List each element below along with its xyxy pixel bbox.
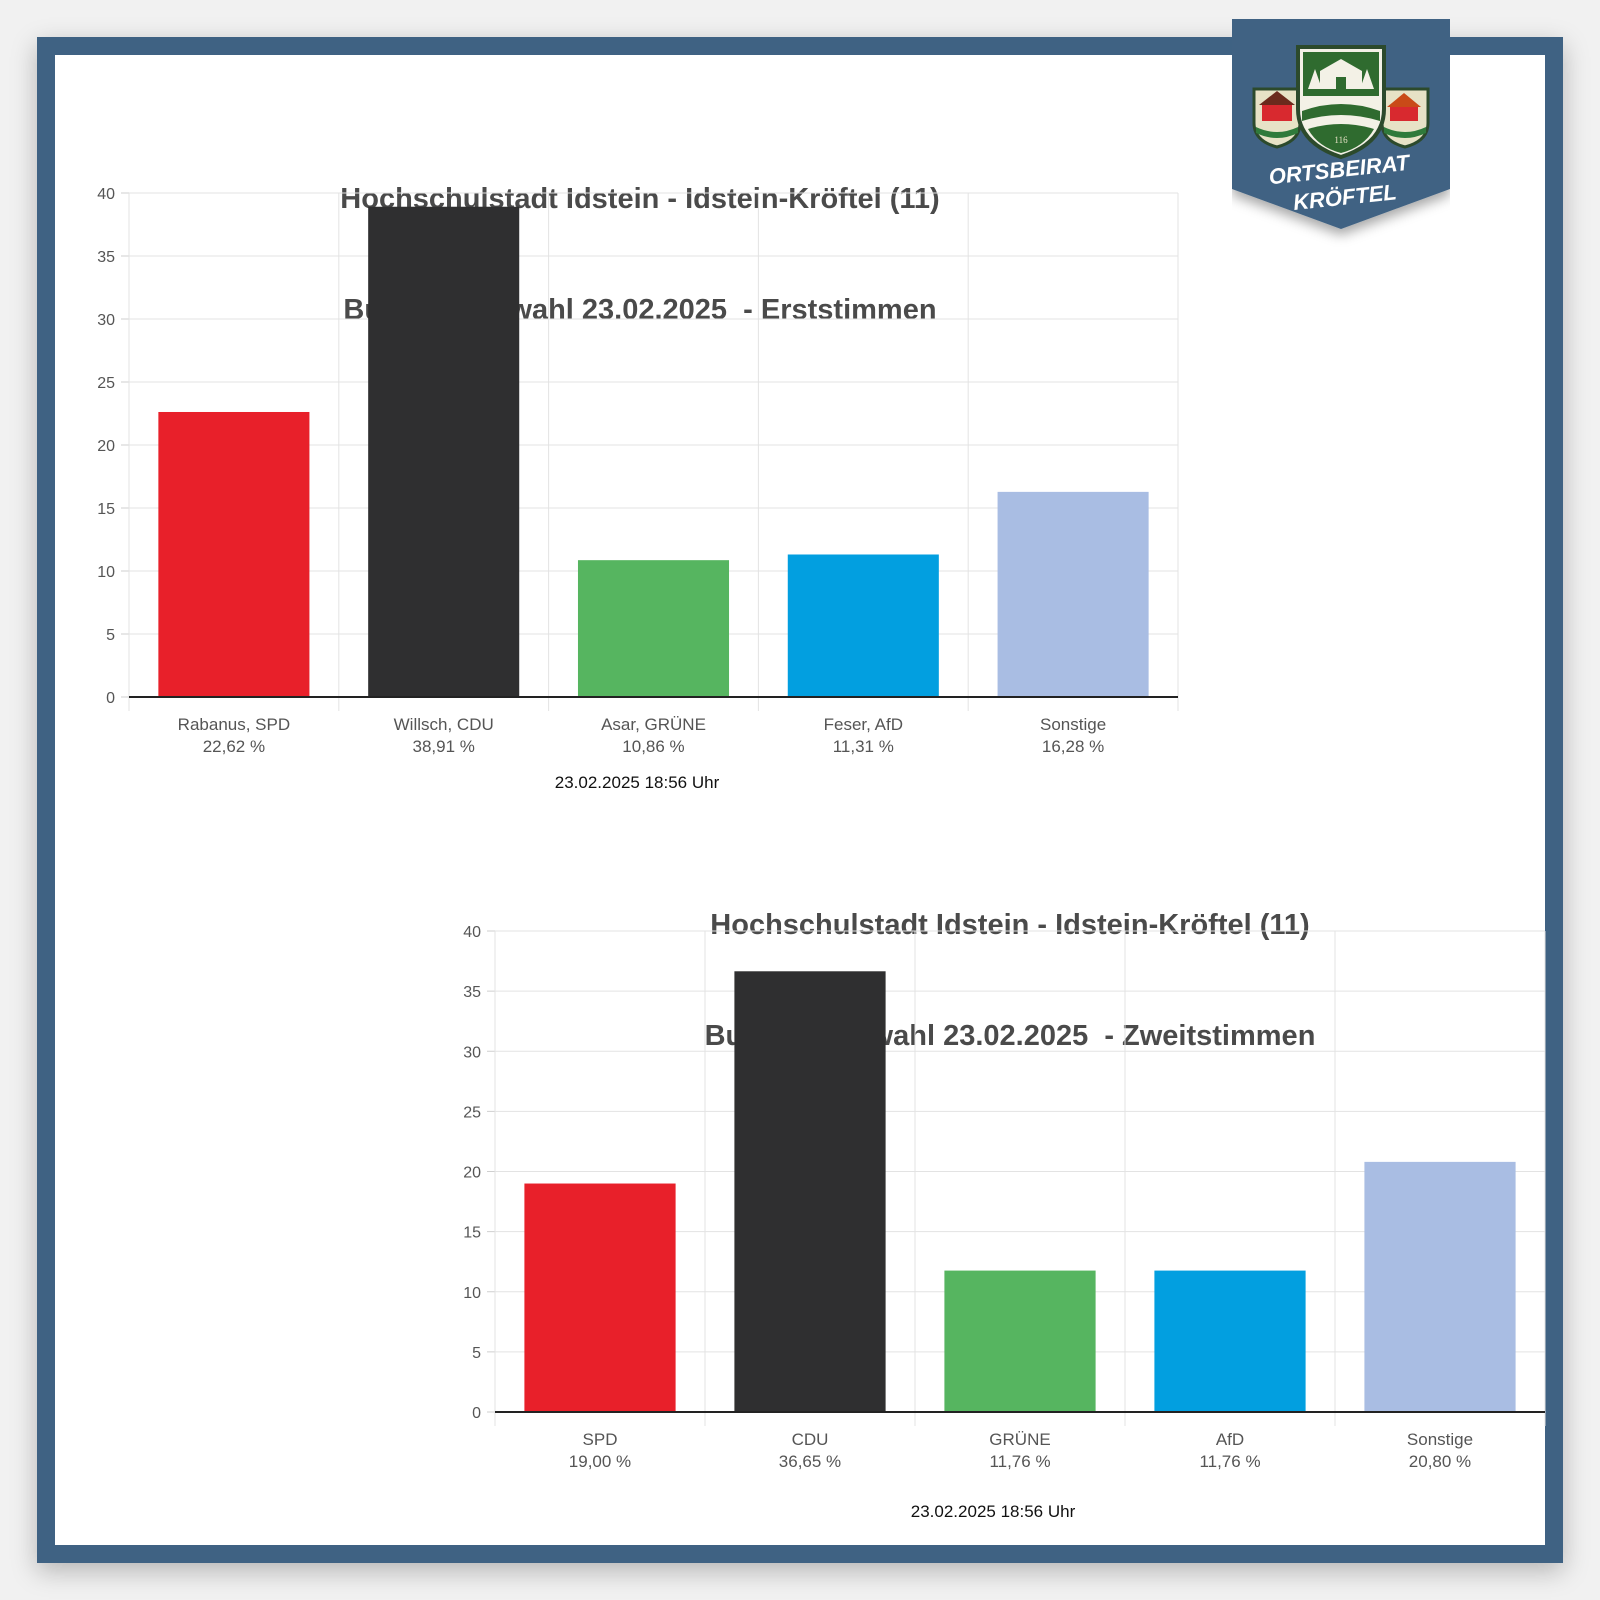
erststimmen-chart: Hochschulstadt Idstein - Idstein-Kröftel…	[75, 85, 1225, 805]
y-tick-label: 40	[463, 924, 481, 941]
chart-title: Hochschulstadt Idstein - Idstein-Kröftel…	[340, 183, 940, 215]
main-crest-icon: 116	[1296, 45, 1386, 160]
y-tick-label: 15	[463, 1225, 481, 1242]
zweitstimmen-chart: Hochschulstadt Idstein - Idstein-Kröftel…	[455, 825, 1565, 1565]
bar-5	[1364, 1161, 1516, 1412]
category-label: GRÜNE	[989, 1430, 1050, 1449]
erststimmen-plot: 0 5 10 15 20 25 30 35 40 Rabanus, SPD 22,62 % Wills…	[97, 186, 1179, 756]
y-tick-label: 25	[463, 1104, 481, 1121]
bar-4	[1154, 1270, 1306, 1412]
value-label: 16,28 %	[1042, 737, 1104, 756]
zweitstimmen-plot: 0 5 10 15 20 25 30 35 40 SPD 19,00 % CDU 36,65 % GRÜN…	[463, 924, 1546, 1471]
category-label: Asar, GRÜNE	[601, 715, 706, 734]
category-label: SPD	[583, 1430, 618, 1449]
y-tick-label: 30	[463, 1044, 481, 1061]
value-label: 38,91 %	[413, 737, 475, 756]
bar-5	[997, 491, 1149, 697]
ortsbeirat-logo-badge: 116 ORTSBEIRAT KRÖFTEL	[1232, 19, 1450, 267]
y-tick-label: 5	[106, 627, 115, 644]
chart-title: Hochschulstadt Idstein - Idstein-Kröftel…	[710, 909, 1310, 941]
bar-4	[787, 554, 939, 697]
value-label: 36,65 %	[779, 1452, 841, 1471]
y-tick-label: 40	[97, 186, 115, 203]
y-tick-label: 20	[97, 438, 115, 455]
y-tick-label: 25	[97, 375, 115, 392]
y-tick-label: 15	[97, 501, 115, 518]
category-label: AfD	[1216, 1430, 1244, 1449]
y-tick-label: 35	[97, 249, 115, 266]
value-label: 20,80 %	[1409, 1452, 1471, 1471]
value-label: 11,76 %	[989, 1452, 1050, 1471]
value-label: 11,76 %	[1199, 1452, 1260, 1471]
chart-timestamp: 23.02.2025 18:56 Uhr	[554, 773, 720, 792]
y-tick-label: 0	[472, 1405, 481, 1422]
value-label: 22,62 %	[203, 737, 265, 756]
category-label: Willsch, CDU	[394, 715, 494, 734]
ortsbeirat-logo: 116 ORTSBEIRAT KRÖFTEL	[1232, 19, 1450, 229]
category-label: CDU	[792, 1430, 829, 1449]
bar-3	[577, 560, 730, 697]
left-crest-icon	[1252, 87, 1302, 149]
category-label: Rabanus, SPD	[178, 715, 290, 734]
y-tick-label: 20	[463, 1165, 481, 1182]
chart-title-block: Hochschulstadt Idstein - Idstein-Kröftel…	[455, 833, 1565, 1129]
bar-2	[368, 206, 520, 697]
value-label: 11,31 %	[833, 737, 894, 756]
bar-1	[524, 1183, 676, 1412]
y-tick-label: 35	[463, 984, 481, 1001]
bar-1	[158, 411, 310, 697]
bar-2	[734, 971, 886, 1412]
value-label: 10,86 %	[622, 737, 684, 756]
chart-timestamp: 23.02.2025 18:56 Uhr	[910, 1502, 1076, 1521]
y-tick-label: 0	[106, 690, 115, 707]
category-label: Feser, AfD	[824, 715, 903, 734]
image-frame: Hochschulstadt Idstein - Idstein-Kröftel…	[37, 37, 1563, 1563]
bar-3	[944, 1270, 1096, 1412]
category-label: Sonstige	[1407, 1430, 1473, 1449]
category-label: Sonstige	[1040, 715, 1106, 734]
value-label: 19,00 %	[569, 1452, 631, 1471]
right-crest-icon	[1380, 87, 1430, 149]
y-tick-label: 10	[463, 1285, 481, 1302]
y-tick-label: 5	[472, 1345, 481, 1362]
y-tick-label: 10	[97, 564, 115, 581]
y-tick-label: 30	[97, 312, 115, 329]
svg-text:116: 116	[1334, 135, 1348, 145]
